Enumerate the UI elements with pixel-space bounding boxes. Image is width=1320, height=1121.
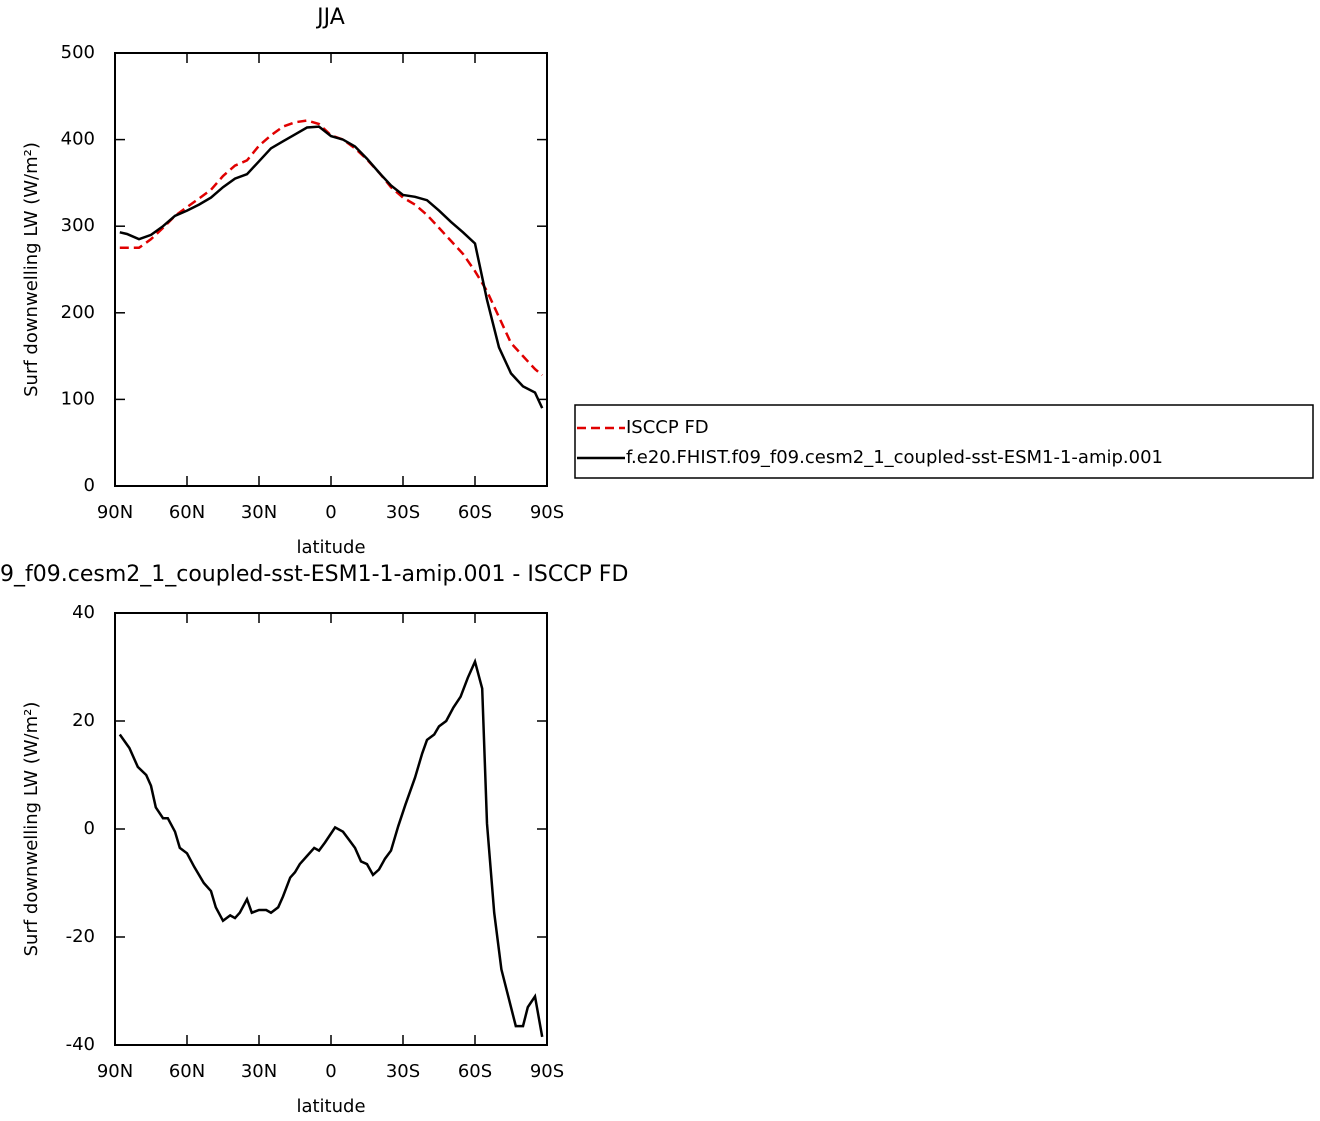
y-axis-label: Surf downwelling LW (W/m²): [21, 142, 42, 397]
y-tick-label: 0: [84, 475, 95, 496]
x-tick-label: 30S: [386, 1061, 420, 1082]
x-tick-label: 90N: [97, 1061, 133, 1082]
y-tick-label: -20: [66, 926, 95, 947]
chart-title: 9_f09.cesm2_1_coupled-sst-ESM1-1-amip.00…: [0, 562, 628, 587]
series-line: [119, 119, 544, 377]
plot-frame: [114, 52, 548, 487]
y-tick-label: 100: [61, 388, 95, 409]
y-tick-label: 400: [61, 129, 95, 150]
y-tick-label: 0: [84, 818, 95, 839]
x-tick-label: 30N: [241, 1061, 277, 1082]
x-tick-label: 90N: [97, 502, 133, 523]
x-tick-label: 90S: [530, 502, 564, 523]
x-tick-label: 60N: [169, 1061, 205, 1082]
x-tick-label: 90S: [530, 1061, 564, 1082]
y-tick-label: 300: [61, 215, 95, 236]
x-tick-label: 60S: [458, 502, 492, 523]
legend-box: [574, 404, 1314, 479]
series-line: [119, 125, 544, 409]
legend-label: f.e20.FHIST.f09_f09.cesm2_1_coupled-sst-…: [626, 447, 1163, 468]
y-tick-label: 20: [72, 710, 95, 731]
y-tick-label: 40: [72, 602, 95, 623]
y-tick-label: 500: [61, 42, 95, 63]
x-tick-label: 0: [325, 502, 336, 523]
plot-frame: [114, 612, 548, 1046]
y-tick-label: -40: [66, 1034, 95, 1055]
series-line: [118, 657, 544, 1038]
x-tick-label: 30S: [386, 502, 420, 523]
x-tick-label: 60S: [458, 1061, 492, 1082]
x-axis-label: latitude: [296, 1096, 365, 1117]
x-tick-label: 30N: [241, 502, 277, 523]
legend-label: ISCCP FD: [626, 417, 709, 438]
x-tick-label: 60N: [169, 502, 205, 523]
y-tick-label: 200: [61, 302, 95, 323]
x-tick-label: 0: [325, 1061, 336, 1082]
y-axis-label: Surf downwelling LW (W/m²): [21, 702, 42, 957]
x-axis-label: latitude: [296, 537, 365, 558]
chart-title: JJA: [315, 5, 345, 30]
